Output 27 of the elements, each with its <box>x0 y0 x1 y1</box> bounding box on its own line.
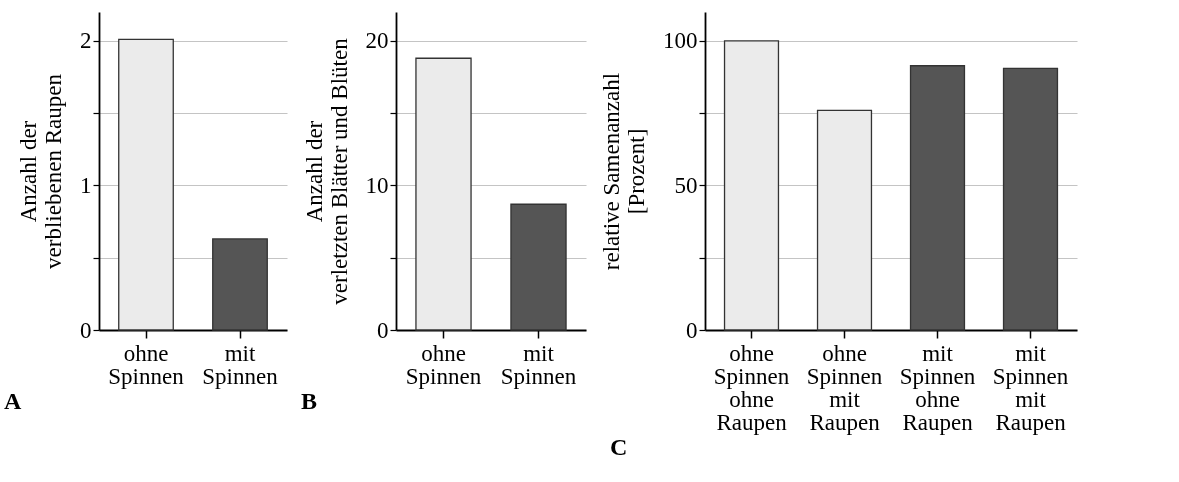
y-tick-label: 100 <box>663 28 698 54</box>
x-tick-label: mit Spinnen mit Raupen <box>992 340 1069 435</box>
x-tick-label: ohne Spinnen ohne Raupen <box>713 340 790 435</box>
y-axis-title: Anzahl der verbliebenen Raupen <box>16 73 66 269</box>
y-tick-label: 2 <box>80 28 92 54</box>
bar <box>723 40 780 331</box>
x-tick-label: ohne Spinnen <box>405 340 482 389</box>
y-tick-label: 20 <box>365 28 389 54</box>
text: C <box>610 434 628 460</box>
x-tick-label: ohne Spinnen mit Raupen <box>806 340 883 435</box>
x-tick-label: mit Spinnen ohne Raupen <box>899 340 976 435</box>
y-tick-label: 10 <box>365 172 389 198</box>
bar <box>816 109 873 331</box>
bar <box>909 65 966 331</box>
x-tick-label: ohne Spinnen <box>108 340 185 389</box>
x-tick-label: mit Spinnen <box>500 340 577 389</box>
text: B <box>301 388 318 414</box>
y-tick-label: 0 <box>686 317 698 343</box>
y-axis-title: Anzahl der verletzten Blätter und Blüten <box>301 37 352 305</box>
y-tick-label: 0 <box>80 317 92 343</box>
x-tick-label: mit Spinnen <box>202 340 279 389</box>
y-tick-label: 1 <box>80 172 92 198</box>
y-axis-title: relative Samenanzahl [Prozent] <box>599 72 649 271</box>
y-tick-label: 0 <box>377 317 389 343</box>
text: A <box>4 388 22 414</box>
y-tick-label: 50 <box>674 172 698 198</box>
bar <box>1002 67 1059 331</box>
